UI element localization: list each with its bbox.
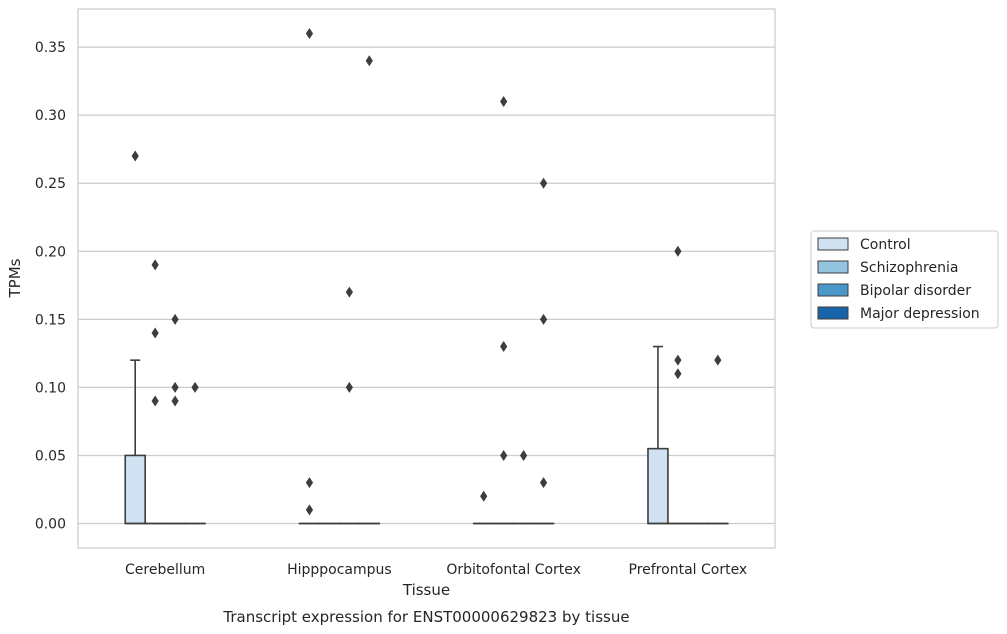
outlier-point bbox=[674, 368, 682, 380]
outlier-point bbox=[714, 354, 722, 366]
y-tick-label: 0.25 bbox=[35, 176, 66, 192]
y-tick-label: 0.20 bbox=[35, 244, 66, 260]
outlier-point bbox=[151, 259, 159, 271]
outlier-point bbox=[171, 395, 179, 407]
y-tick-label: 0.35 bbox=[35, 40, 66, 56]
outlier-point bbox=[500, 341, 508, 353]
legend-label: Schizophrenia bbox=[860, 260, 958, 276]
legend-swatch bbox=[817, 237, 849, 251]
y-tick-label: 0.00 bbox=[35, 517, 66, 533]
y-axis-label: TPMs bbox=[6, 258, 24, 298]
legend-swatch bbox=[817, 283, 849, 297]
plot-frame bbox=[77, 8, 776, 549]
x-axis-label: Tissue bbox=[402, 581, 450, 599]
box bbox=[124, 454, 146, 525]
box-series bbox=[124, 28, 729, 525]
y-tick-label: 0.10 bbox=[35, 380, 66, 396]
outlier-point bbox=[539, 177, 548, 189]
outlier-point bbox=[539, 313, 548, 325]
x-axis-ticks: Cerebellum Hipppocampus Orbitofontal Corte… bbox=[125, 562, 747, 578]
outlier-point bbox=[500, 96, 508, 108]
outlier-point bbox=[539, 477, 548, 489]
x-tick-label: Hipppocampus bbox=[287, 562, 392, 578]
outlier-point bbox=[674, 245, 682, 257]
outlier-point bbox=[305, 477, 314, 489]
outlier-point bbox=[500, 449, 508, 461]
outlier-point bbox=[480, 490, 488, 502]
outlier-point bbox=[131, 150, 139, 162]
outlier-point bbox=[151, 327, 159, 339]
y-tick-label: 0.15 bbox=[35, 312, 66, 328]
outlier-point bbox=[171, 381, 179, 393]
outlier-point bbox=[305, 504, 314, 516]
outlier-point bbox=[151, 395, 159, 407]
x-tick-label: Cerebellum bbox=[125, 562, 205, 578]
outlier-point bbox=[345, 286, 353, 298]
outlier-point bbox=[674, 354, 682, 366]
legend: Control Schizophrenia Bipolar disorder Majo… bbox=[810, 230, 999, 329]
outlier-point bbox=[365, 55, 373, 67]
outlier-point bbox=[305, 28, 314, 39]
outlier-point bbox=[171, 313, 179, 325]
x-tick-label: Prefrontal Cortex bbox=[629, 562, 748, 578]
legend-swatch bbox=[817, 306, 849, 320]
x-tick-label: Orbitofontal Cortex bbox=[446, 562, 581, 578]
plot-background bbox=[78, 9, 775, 548]
outlier-point bbox=[191, 381, 199, 393]
box bbox=[647, 447, 669, 525]
legend-label: Major depression bbox=[860, 306, 980, 322]
y-axis-ticks: 0.00 0.05 0.10 0.15 0.20 0.25 0.30 0.35 bbox=[35, 40, 66, 532]
y-tick-label: 0.05 bbox=[35, 448, 66, 464]
legend-label: Bipolar disorder bbox=[860, 283, 971, 299]
legend-swatch bbox=[817, 260, 849, 274]
legend-label: Control bbox=[860, 237, 911, 253]
legend-frame bbox=[810, 230, 999, 329]
outlier-point bbox=[345, 381, 353, 393]
chart-caption: Transcript expression for ENST0000062982… bbox=[222, 608, 629, 626]
outlier-point bbox=[520, 449, 528, 461]
y-tick-label: 0.30 bbox=[35, 108, 66, 124]
